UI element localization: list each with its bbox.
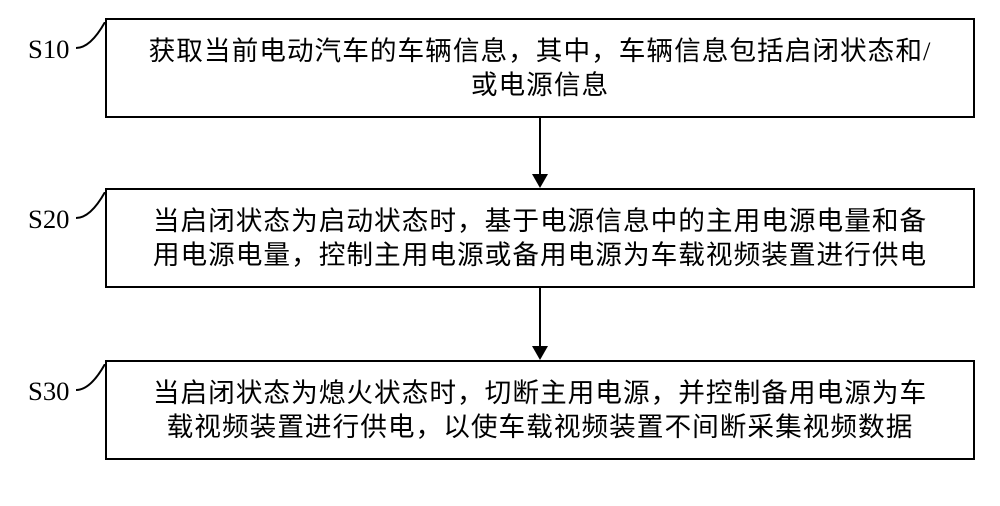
flow-node-s10: 获取当前电动汽车的车辆信息，其中，车辆信息包括启闭状态和/ 或电源信息 (105, 18, 975, 118)
flow-arrow (530, 288, 550, 360)
step-label-s20: S20 (28, 204, 69, 235)
flow-node-text: 当启闭状态为熄火状态时，切断主用电源，并控制备用电源为车 载视频装置进行供电，以… (123, 376, 957, 444)
step-label-s30: S30 (28, 376, 69, 407)
flow-node-s20: 当启闭状态为启动状态时，基于电源信息中的主用电源电量和备 用电源电量，控制主用电… (105, 188, 975, 288)
flow-node-s30: 当启闭状态为熄火状态时，切断主用电源，并控制备用电源为车 载视频装置进行供电，以… (105, 360, 975, 460)
flow-node-text: 当启闭状态为启动状态时，基于电源信息中的主用电源电量和备 用电源电量，控制主用电… (123, 204, 957, 272)
step-label-s10: S10 (28, 34, 69, 65)
flowchart-canvas: 获取当前电动汽车的车辆信息，其中，车辆信息包括启闭状态和/ 或电源信息 S10 当启… (0, 0, 1000, 506)
flow-node-text: 获取当前电动汽车的车辆信息，其中，车辆信息包括启闭状态和/ 或电源信息 (119, 34, 962, 102)
flow-arrow (530, 118, 550, 188)
